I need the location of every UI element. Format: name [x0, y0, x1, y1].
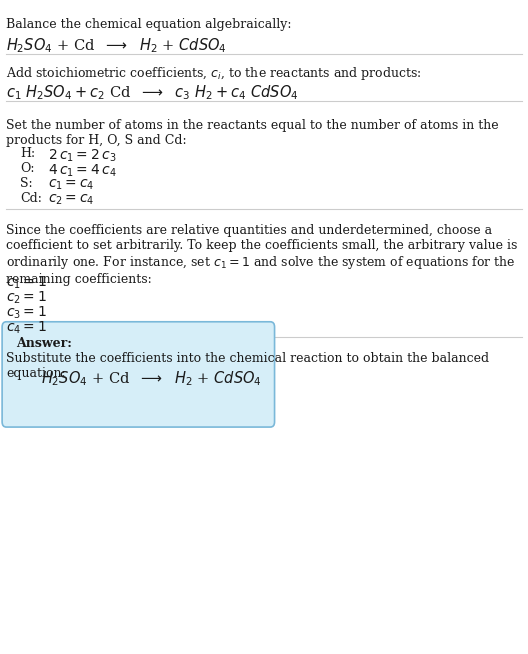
Text: Balance the chemical equation algebraically:: Balance the chemical equation algebraica… [6, 18, 292, 31]
Text: $c_1\ \mathit{H}_2\mathit{SO}_4 + c_2$ Cd  $\longrightarrow$  $c_3\ \mathit{H}_2: $c_1\ \mathit{H}_2\mathit{SO}_4 + c_2$ C… [6, 84, 299, 103]
Text: Cd:: Cd: [20, 192, 42, 205]
Text: S:: S: [20, 177, 33, 190]
Text: $c_1 = c_4$: $c_1 = c_4$ [48, 177, 94, 192]
Text: $\mathit{H}_2\mathit{SO}_4$ + Cd  $\longrightarrow$  $\mathit{H}_2$ + $\mathit{C: $\mathit{H}_2\mathit{SO}_4$ + Cd $\longr… [41, 370, 261, 388]
Text: $c_2 = c_4$: $c_2 = c_4$ [48, 192, 94, 207]
Text: $4\,c_1 = 4\,c_4$: $4\,c_1 = 4\,c_4$ [48, 162, 116, 179]
Text: $2\,c_1 = 2\,c_3$: $2\,c_1 = 2\,c_3$ [48, 147, 116, 164]
Text: O:: O: [20, 162, 34, 175]
Text: Add stoichiometric coefficients, $c_i$, to the reactants and products:: Add stoichiometric coefficients, $c_i$, … [6, 65, 422, 82]
Text: Substitute the coefficients into the chemical reaction to obtain the balanced
eq: Substitute the coefficients into the che… [6, 352, 489, 380]
Text: $c_2 = 1$: $c_2 = 1$ [6, 290, 47, 306]
Text: $\mathit{H}_2\mathit{SO}_4$ + Cd  $\longrightarrow$  $\mathit{H}_2$ + $\mathit{C: $\mathit{H}_2\mathit{SO}_4$ + Cd $\longr… [6, 36, 227, 55]
Text: $c_4 = 1$: $c_4 = 1$ [6, 320, 47, 336]
Text: Answer:: Answer: [16, 337, 72, 350]
Text: H:: H: [20, 147, 35, 160]
Text: $c_1 = 1$: $c_1 = 1$ [6, 275, 47, 291]
Text: Set the number of atoms in the reactants equal to the number of atoms in the
pro: Set the number of atoms in the reactants… [6, 119, 499, 147]
Text: $c_3 = 1$: $c_3 = 1$ [6, 305, 47, 321]
FancyBboxPatch shape [2, 322, 275, 427]
Text: Since the coefficients are relative quantities and underdetermined, choose a
coe: Since the coefficients are relative quan… [6, 224, 518, 286]
